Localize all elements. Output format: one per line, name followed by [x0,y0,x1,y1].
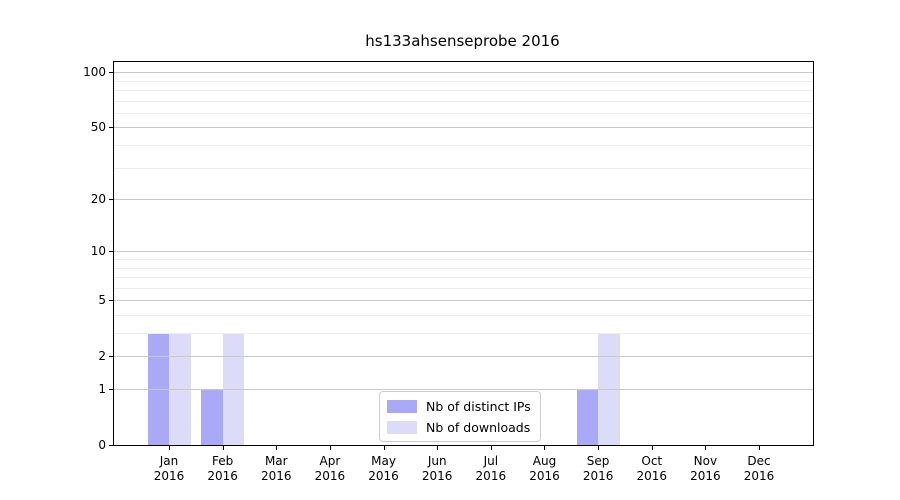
x-tick-label: Mar 2016 [260,454,292,483]
gridline-minor [114,90,813,91]
x-tick-mark [759,446,761,450]
gridline-minor [114,259,813,260]
x-tick-mark [222,446,224,450]
gridline-minor [114,167,813,169]
y-tick-mark [109,445,113,446]
y-tick-label: 1 [98,382,106,396]
y-tick-label: 0 [98,438,106,452]
x-tick-mark [276,446,278,450]
x-tick-label: Jul 2016 [475,454,507,483]
x-tick-mark [598,446,600,450]
y-tick-mark [109,72,113,74]
gridline-major [114,251,813,253]
x-tick-label: Sep 2016 [582,454,614,483]
gridline-minor [114,100,813,102]
x-tick-label: Jan 2016 [153,454,185,483]
bar-distinct-ips [576,389,599,445]
legend-swatch-distinct-ips [387,399,417,413]
bar-distinct-ips [201,389,223,445]
x-tick-label: Jun 2016 [421,454,453,483]
x-tick-mark [651,446,653,450]
x-tick-mark [169,446,170,450]
x-tick-mark [329,446,331,450]
plot-area: 0 1 2 5 10 20 50 100 Jan 2016 Feb 2016 Mar 2016 Apr 20… [83,61,814,483]
x-tick-mark [437,446,439,450]
x-tick-label: Apr 2016 [314,454,346,483]
x-tick-label: Oct 2016 [636,454,668,483]
y-tick-mark [109,356,113,358]
y-tick-mark [109,127,113,129]
y-tick-label: 10 [90,244,106,259]
y-tick-label: 100 [83,65,106,80]
x-tick-label: Dec 2016 [743,454,775,483]
x-tick-label: Feb 2016 [207,454,238,483]
gridline-major [114,389,813,390]
grid-layer [114,62,813,445]
y-tick-mark [109,389,113,390]
y-tick-mark [109,300,113,302]
gridline-major [114,199,813,201]
y-tick-mark [109,251,113,253]
x-tick-label: May 2016 [368,454,399,483]
gridline-minor [114,287,813,289]
legend-row: Nb of distinct IPs [387,397,531,415]
x-tick-mark [490,446,492,450]
legend-label-distinct-ips: Nb of distinct IPs [426,398,531,414]
gridline-major [114,72,813,74]
gridline-minor [114,315,813,316]
y-tick-mark [109,199,113,201]
legend-row: Nb of downloads [387,418,531,436]
gridline-major [114,127,813,129]
gridline-minor [114,267,813,269]
gridline-major [114,356,813,358]
x-tick-mark [705,446,707,450]
y-tick-label: 50 [90,120,106,135]
x-tick-mark [383,446,385,450]
chart-title: hs133ahsenseprobe 2016 [365,32,560,50]
gridline-minor [114,333,813,334]
x-tick-label: Nov 2016 [690,454,721,483]
y-tick-label: 20 [90,192,106,207]
y-tick-label: 2 [98,349,106,364]
gridline-minor [114,112,813,114]
legend-label-downloads: Nb of downloads [426,419,531,435]
x-tick-label: Aug 2016 [529,454,560,483]
legend-swatch-downloads [387,420,417,434]
x-tick-mark [544,446,546,450]
y-tick-label: 5 [98,293,106,308]
gridline-minor [114,145,813,146]
gridline-minor [114,80,813,82]
gridline-major [114,300,813,302]
legend: Nb of distinct IPs Nb of downloads [379,391,541,442]
gridline-minor [114,277,813,278]
